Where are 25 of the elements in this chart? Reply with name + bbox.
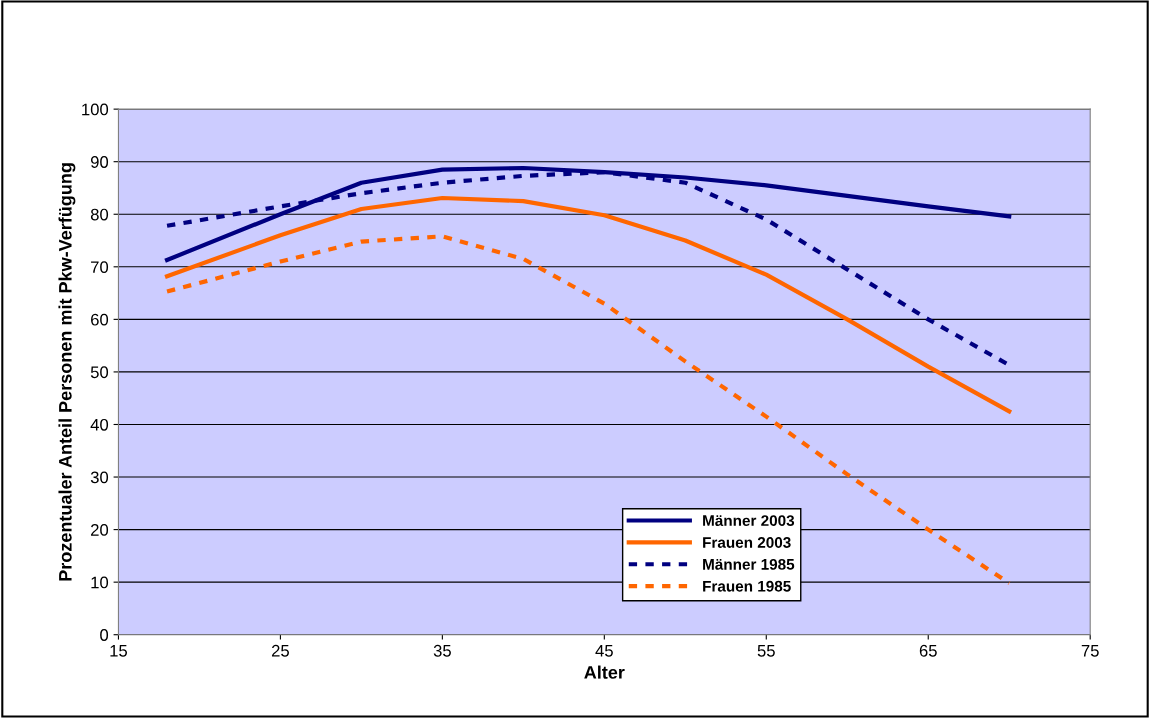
legend-label: Frauen 2003: [703, 537, 791, 548]
x-tick-label: 25: [271, 644, 289, 657]
y-tick-label: 60: [91, 313, 109, 326]
y-tick-label: 30: [90, 471, 109, 484]
x-tick-label: 75: [1081, 645, 1099, 657]
legend-label: Männer 1985: [703, 558, 795, 570]
y-tick-label: 50: [90, 366, 109, 379]
y-tick-label: 10: [91, 576, 109, 589]
x-tick-label: 65: [919, 644, 937, 657]
legend-label: Frauen 1985: [703, 580, 791, 592]
x-tick-label: 55: [757, 645, 775, 657]
line-series: [164, 195, 1012, 414]
y-tick-label: 70: [91, 261, 109, 274]
y-tick-label: 90: [90, 156, 109, 168]
x-tick-label: 15: [110, 645, 128, 657]
y-axis-title: Prozentualer Anteil Personen mit Pkw-Verfügung: [58, 163, 76, 581]
x-tick-label: 45: [595, 645, 613, 657]
y-tick-label: 40: [90, 418, 109, 431]
y-tick-label: 0: [100, 629, 109, 641]
y-tick-label: 20: [91, 524, 109, 536]
x-axis-title: Alter: [584, 665, 625, 679]
y-tick-label: 80: [90, 208, 109, 221]
legend-label: Männer 2003: [703, 515, 795, 527]
x-tick-label: 35: [433, 644, 451, 657]
y-tick-label: 100: [82, 103, 109, 116]
